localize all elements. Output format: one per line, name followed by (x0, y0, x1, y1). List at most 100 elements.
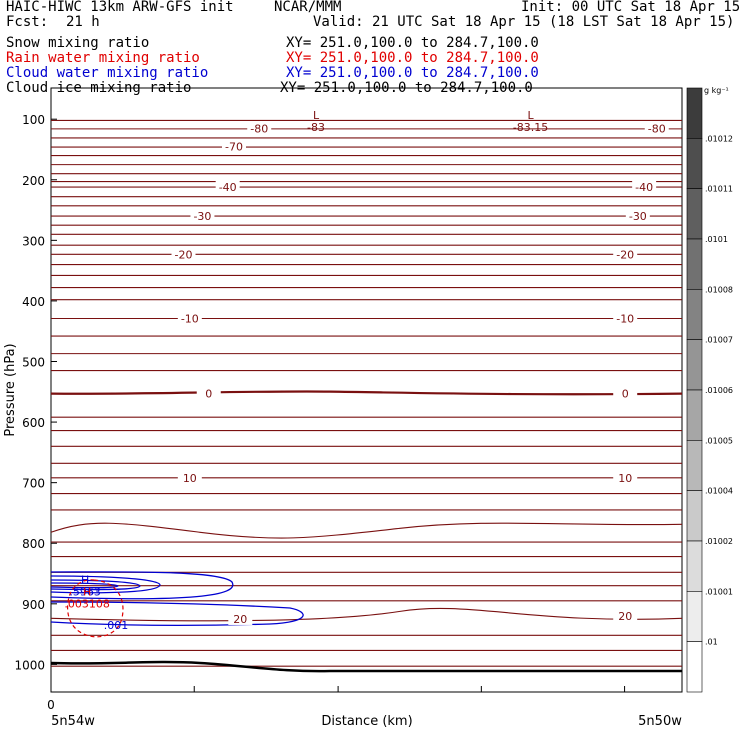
contour-label-bg (228, 611, 253, 625)
colorbar-label: .01 (705, 638, 718, 647)
colorbar-label: .01012 (705, 134, 733, 143)
isotherm-line (50, 492, 683, 495)
isotherm-line (50, 204, 683, 207)
contour-label: -80 (648, 122, 666, 135)
contour-label: 0 (205, 388, 212, 401)
cloud-water-contour (50, 571, 234, 600)
contour-label: -30 (193, 210, 211, 223)
colorbar-segment (686, 289, 703, 340)
field-rain-name: Rain water mixing ratio (6, 50, 200, 66)
colorbar-label: .01005 (705, 436, 733, 445)
field-cloudwater-name: Cloud water mixing ratio (6, 65, 209, 81)
fcst-label: Fcst: (6, 14, 49, 30)
contour-label: -40 (219, 181, 237, 194)
colorbar-segment (686, 440, 703, 491)
cloud-water-label: .001 (104, 619, 129, 632)
y-tick-label: 300 (22, 234, 45, 248)
colorbar-label: .01007 (705, 336, 733, 345)
colorbar-segment (686, 591, 703, 642)
plot-frame (50, 87, 683, 693)
x-tick-label: 0 (47, 698, 55, 712)
extremum-value: .003108 (64, 598, 110, 611)
contour-label: 0 (622, 388, 629, 401)
colorbar: g kg⁻¹ .01012 .01011 .0101 .01008 .01007 .0100… (686, 86, 733, 693)
isotherm-line (50, 233, 683, 236)
contour-label: -30 (629, 210, 647, 223)
init-time: Init: 00 UTC Sat 18 Apr 15 (521, 0, 740, 15)
x-end-label-left: 5n54w (51, 714, 95, 729)
contour-label-bg (196, 386, 221, 400)
extremum-value: .5963 (69, 586, 101, 599)
y-tick-label: 700 (22, 477, 45, 491)
terrain-path (50, 660, 682, 673)
isotherm-line (50, 476, 683, 479)
contour-label: -10 (616, 312, 634, 325)
isotherm-line (50, 274, 683, 277)
extremum-kind: H (81, 574, 89, 587)
isotherm-line (50, 317, 683, 320)
contour-label-bg (613, 311, 638, 325)
field-rain-xy: XY= 251.0,100.0 to 284.7,100.0 (286, 50, 539, 66)
cloud-water-contour (50, 601, 304, 626)
isotherm-line (50, 352, 683, 355)
contour-label-bg (625, 209, 650, 223)
isotherm-line (50, 369, 683, 372)
isotherm-line (50, 253, 683, 256)
contour-label: 10 (183, 472, 197, 485)
colorbar-label: .0101 (705, 235, 728, 244)
isotherm-line (50, 224, 683, 227)
extremum-value: -83.15 (513, 121, 548, 134)
isotherm-line (50, 137, 683, 139)
colorbar-segment (686, 339, 703, 391)
colorbar-segment (686, 138, 703, 189)
contour-label: -10 (181, 312, 199, 325)
isotherm-line (50, 599, 683, 602)
field-snow-xy: XY= 251.0,100.0 to 284.7,100.0 (286, 35, 539, 51)
cloud-water-contour (50, 582, 119, 589)
y-tick-label: 100 (22, 113, 45, 127)
colorbar-label: .01008 (705, 285, 733, 294)
isotherm-line (50, 522, 683, 539)
isotherm-line (50, 429, 683, 432)
y-tick-labels: 100 200 300 400 500 600 700 800 900 1000 (14, 113, 57, 672)
isotherm-line (50, 390, 683, 396)
contour-label-bg (247, 121, 272, 135)
x-axis-label: Distance (km) (321, 714, 412, 729)
colorbar-segment (686, 540, 703, 592)
isotherm-line (50, 128, 683, 130)
contour-label-bg (177, 311, 202, 325)
colorbar-segment (686, 87, 703, 139)
isotherm-line (50, 509, 683, 511)
x-end-label-right: 5n50w (638, 714, 682, 729)
isotherm-line (50, 607, 683, 622)
isotherm-line (50, 172, 683, 175)
colorbar-segment (686, 490, 703, 542)
isotherm-line (50, 649, 683, 652)
contour-label: -70 (225, 140, 243, 153)
isotherm-line (50, 445, 683, 448)
colorbar-segment (686, 188, 703, 240)
contour-label-bg (613, 608, 638, 622)
extremum-value: -83 (307, 121, 325, 134)
y-tick-label: 500 (22, 356, 45, 370)
contour-label-bg (644, 121, 669, 135)
contour-label: -40 (635, 181, 653, 194)
isotherm-line (50, 186, 683, 188)
y-tick-label: 1000 (14, 658, 45, 672)
contour-label-bg (632, 180, 657, 194)
extremum-kind: L (527, 109, 534, 122)
extremum-kind: L (313, 109, 320, 122)
isotherm-line (50, 462, 683, 465)
rain-water-contour-path (67, 579, 124, 638)
temperature-contours (50, 119, 683, 668)
isotherm-line (50, 119, 683, 122)
isotherm-line (50, 298, 683, 301)
isotherm-line (50, 541, 683, 543)
y-tick-label: 800 (22, 537, 45, 551)
colorbar-segment (686, 389, 703, 441)
model-title: HAIC-HIWC 13km ARW-GFS init (6, 0, 234, 15)
colorbar-unit: g kg⁻¹ (704, 86, 729, 95)
contour-label-bg (613, 386, 638, 400)
contour-label: 20 (233, 613, 247, 626)
contour-label-bg (215, 180, 240, 194)
